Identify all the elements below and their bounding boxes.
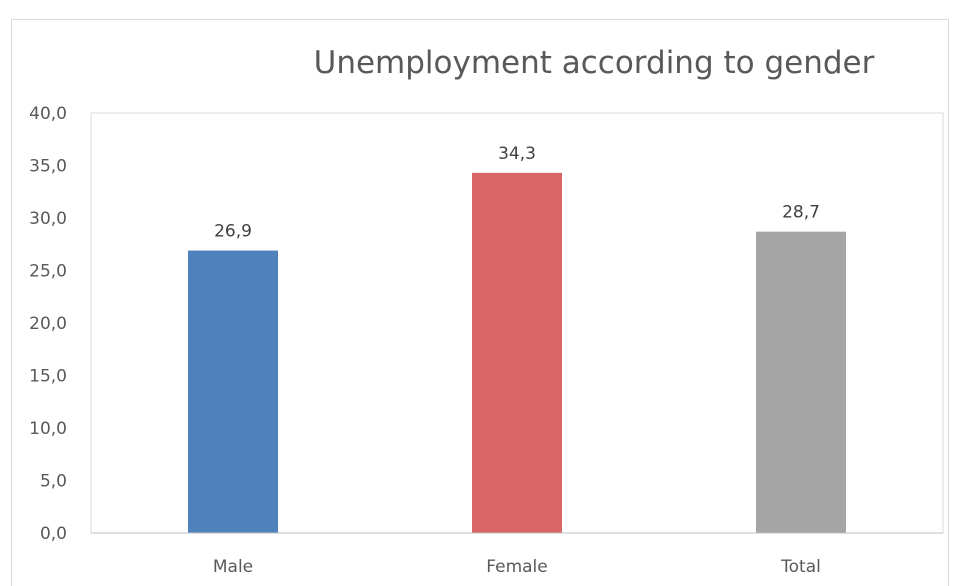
bar-male (188, 250, 278, 534)
x-axis: Male Female Total (213, 557, 821, 577)
y-tick-label: 20,0 (29, 314, 67, 334)
data-label: 28,7 (782, 203, 820, 223)
y-tick-label: 15,0 (29, 367, 67, 387)
y-tick-label: 0,0 (40, 524, 67, 544)
data-label: 34,3 (498, 144, 536, 164)
y-tick-label: 5,0 (40, 472, 67, 492)
y-tick-label: 40,0 (29, 104, 67, 124)
y-tick-label: 10,0 (29, 419, 67, 439)
y-tick-label: 35,0 (29, 157, 67, 177)
chart-title: Unemployment according to gender (314, 45, 875, 81)
bars: 26,9 34,3 28,7 (188, 144, 846, 534)
y-tick-label: 25,0 (29, 262, 67, 282)
x-tick-label: Female (486, 557, 547, 577)
x-tick-label: Total (780, 557, 821, 577)
data-label: 26,9 (214, 222, 252, 242)
y-axis: 0,0 5,0 10,0 15,0 20,0 25,0 30,0 35,0 40,0 (29, 104, 67, 544)
bar-female (472, 172, 562, 533)
x-tick-label: Male (213, 557, 253, 577)
y-tick-label: 30,0 (29, 209, 67, 229)
bar-total (756, 231, 846, 533)
